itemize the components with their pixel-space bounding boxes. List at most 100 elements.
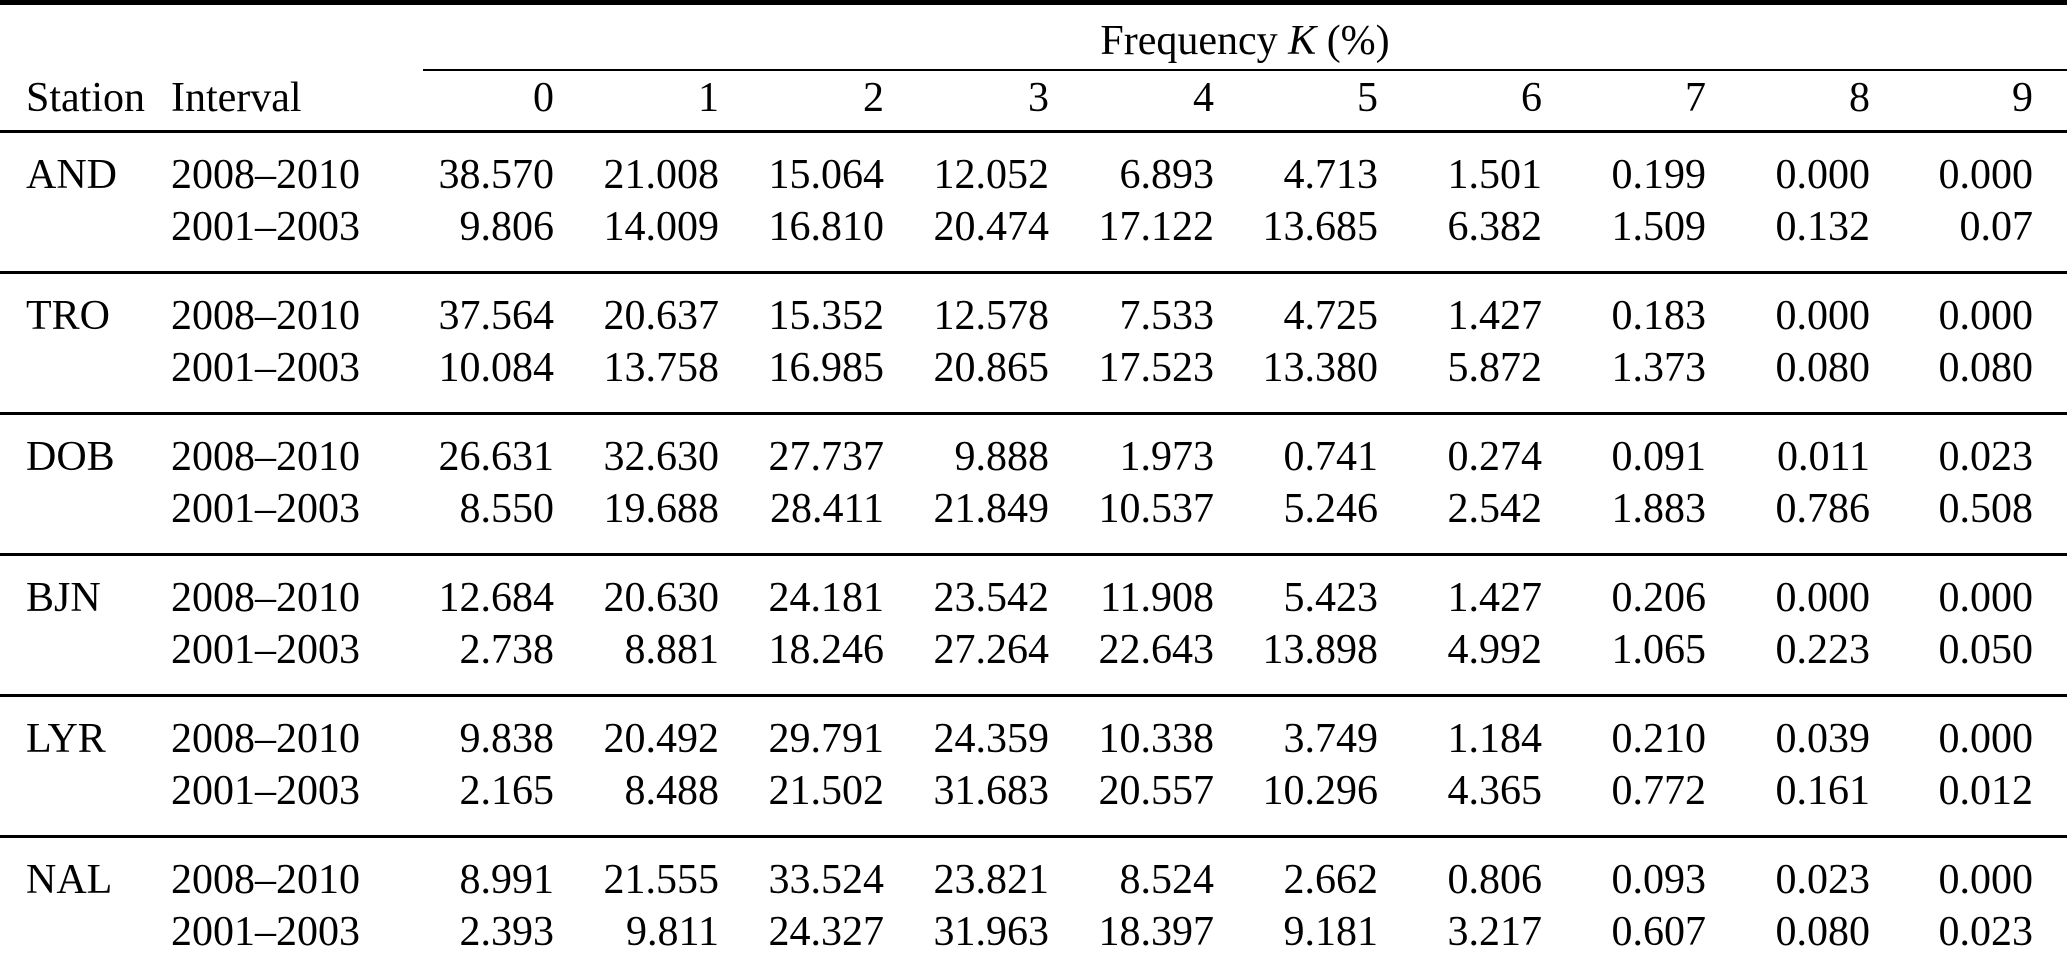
interval-label: 2001–2003 [171, 768, 360, 814]
station-label: BJN [26, 575, 101, 621]
frequency-value: 0.000 [1938, 716, 2034, 762]
station-label [0, 483, 167, 555]
k-column-header-5: 5 [1357, 75, 1378, 121]
frequency-value: 0.210 [1611, 716, 1707, 762]
table-row: DOB 2008–2010 26.631 32.630 27.737 9.888 1.973… [0, 413, 2067, 484]
frequency-value: 0.039 [1775, 716, 1871, 762]
k-column-header-3: 3 [1028, 75, 1049, 121]
frequency-value: 4.365 [1447, 768, 1543, 814]
frequency-value: 2.393 [459, 909, 555, 954]
station-label: LYR [26, 716, 106, 762]
frequency-spanner-heading: Frequency K (%) [423, 2, 2067, 71]
k-column-header-6: 6 [1521, 75, 1542, 121]
frequency-value: 2.662 [1283, 857, 1379, 903]
frequency-value: 27.264 [933, 627, 1050, 673]
frequency-value: 24.181 [768, 575, 885, 621]
frequency-value: 0.607 [1611, 909, 1707, 954]
table-row: TRO 2008–2010 37.564 20.637 15.352 12.578 7.53… [0, 272, 2067, 343]
frequency-value: 29.791 [768, 716, 885, 762]
frequency-value: 32.630 [603, 434, 720, 480]
frequency-value: 24.327 [768, 909, 885, 954]
frequency-k-symbol: K [1288, 18, 1317, 64]
table-body: AND 2008–2010 38.570 21.008 15.064 12.052 6.89… [0, 132, 2067, 954]
frequency-value: 20.557 [1098, 768, 1215, 814]
frequency-value: 22.643 [1098, 627, 1215, 673]
frequency-value: 1.973 [1119, 434, 1215, 480]
frequency-value: 21.502 [768, 768, 885, 814]
frequency-value: 9.838 [459, 716, 555, 762]
frequency-value: 17.523 [1098, 345, 1215, 391]
interval-label: 2008–2010 [171, 716, 360, 762]
table-row: 2001–2003 2.393 9.811 24.327 31.963 18.397 9.1… [0, 906, 2067, 954]
frequency-value: 18.397 [1098, 909, 1215, 954]
frequency-value: 0.161 [1775, 768, 1871, 814]
frequency-title-suffix: (%) [1326, 18, 1390, 64]
frequency-value: 0.786 [1775, 486, 1871, 532]
frequency-value: 12.052 [933, 152, 1050, 198]
frequency-value: 16.810 [768, 204, 885, 250]
frequency-value: 37.564 [438, 293, 555, 339]
frequency-value: 0.023 [1938, 909, 2034, 954]
frequency-value: 0.011 [1777, 434, 1870, 480]
frequency-value: 24.359 [933, 716, 1050, 762]
frequency-value: 0.091 [1611, 434, 1707, 480]
table-row: LYR 2008–2010 9.838 20.492 29.791 24.359 10.33… [0, 695, 2067, 766]
k-column-header-4: 4 [1193, 75, 1214, 121]
interval-label: 2001–2003 [171, 345, 360, 391]
interval-label: 2001–2003 [171, 486, 360, 532]
frequency-value: 0.000 [1938, 152, 2034, 198]
frequency-value: 10.338 [1098, 716, 1215, 762]
frequency-value: 8.550 [459, 486, 555, 532]
frequency-value: 21.555 [603, 857, 720, 903]
frequency-value: 0.806 [1447, 857, 1543, 903]
frequency-value: 20.630 [603, 575, 720, 621]
frequency-value: 0.093 [1611, 857, 1707, 903]
interval-column-header: Interval [171, 74, 302, 121]
frequency-value: 38.570 [438, 152, 555, 198]
frequency-value: 26.631 [438, 434, 555, 480]
frequency-value: 0.000 [1775, 575, 1871, 621]
table-row: NAL 2008–2010 8.991 21.555 33.524 23.821 8.524… [0, 836, 2067, 907]
frequency-value: 0.000 [1775, 293, 1871, 339]
frequency-value: 31.963 [933, 909, 1050, 954]
k-column-header-8: 8 [1849, 75, 1870, 121]
frequency-value: 12.578 [933, 293, 1050, 339]
k-column-header-9: 9 [2012, 75, 2034, 121]
frequency-value: 8.881 [624, 627, 720, 673]
frequency-value: 5.872 [1447, 345, 1543, 391]
frequency-value: 0.050 [1938, 627, 2034, 673]
frequency-value: 0.080 [1938, 345, 2034, 391]
frequency-value: 10.537 [1098, 486, 1215, 532]
interval-label: 2008–2010 [171, 434, 360, 480]
frequency-value: 20.474 [933, 204, 1050, 250]
frequency-value: 5.246 [1283, 486, 1379, 532]
frequency-value: 19.688 [603, 486, 720, 532]
frequency-value: 11.908 [1100, 575, 1214, 621]
frequency-value: 10.296 [1262, 768, 1379, 814]
station-label: AND [26, 152, 117, 198]
frequency-value: 2.165 [459, 768, 555, 814]
frequency-value: 15.352 [768, 293, 885, 339]
k-column-header-7: 7 [1685, 75, 1706, 121]
frequency-title-prefix: Frequency [1100, 18, 1278, 64]
frequency-value: 9.806 [459, 204, 555, 250]
interval-label: 2001–2003 [171, 627, 360, 673]
frequency-value: 33.524 [768, 857, 885, 903]
frequency-value: 3.217 [1447, 909, 1543, 954]
frequency-value: 0.07 [1959, 204, 2034, 250]
frequency-value: 0.000 [1775, 152, 1871, 198]
frequency-value: 0.274 [1447, 434, 1543, 480]
interval-label: 2001–2003 [171, 204, 360, 250]
frequency-value: 8.488 [624, 768, 720, 814]
interval-label: 2008–2010 [171, 293, 360, 339]
interval-label: 2008–2010 [171, 152, 360, 198]
station-label [0, 342, 167, 414]
station-label [0, 765, 167, 837]
station-label: NAL [26, 857, 113, 903]
frequency-value: 1.883 [1611, 486, 1707, 532]
frequency-value: 18.246 [768, 627, 885, 673]
table-row: AND 2008–2010 38.570 21.008 15.064 12.052 6.89… [0, 132, 2067, 202]
frequency-value: 20.492 [603, 716, 720, 762]
frequency-value: 0.183 [1611, 293, 1707, 339]
frequency-value: 13.898 [1262, 627, 1379, 673]
